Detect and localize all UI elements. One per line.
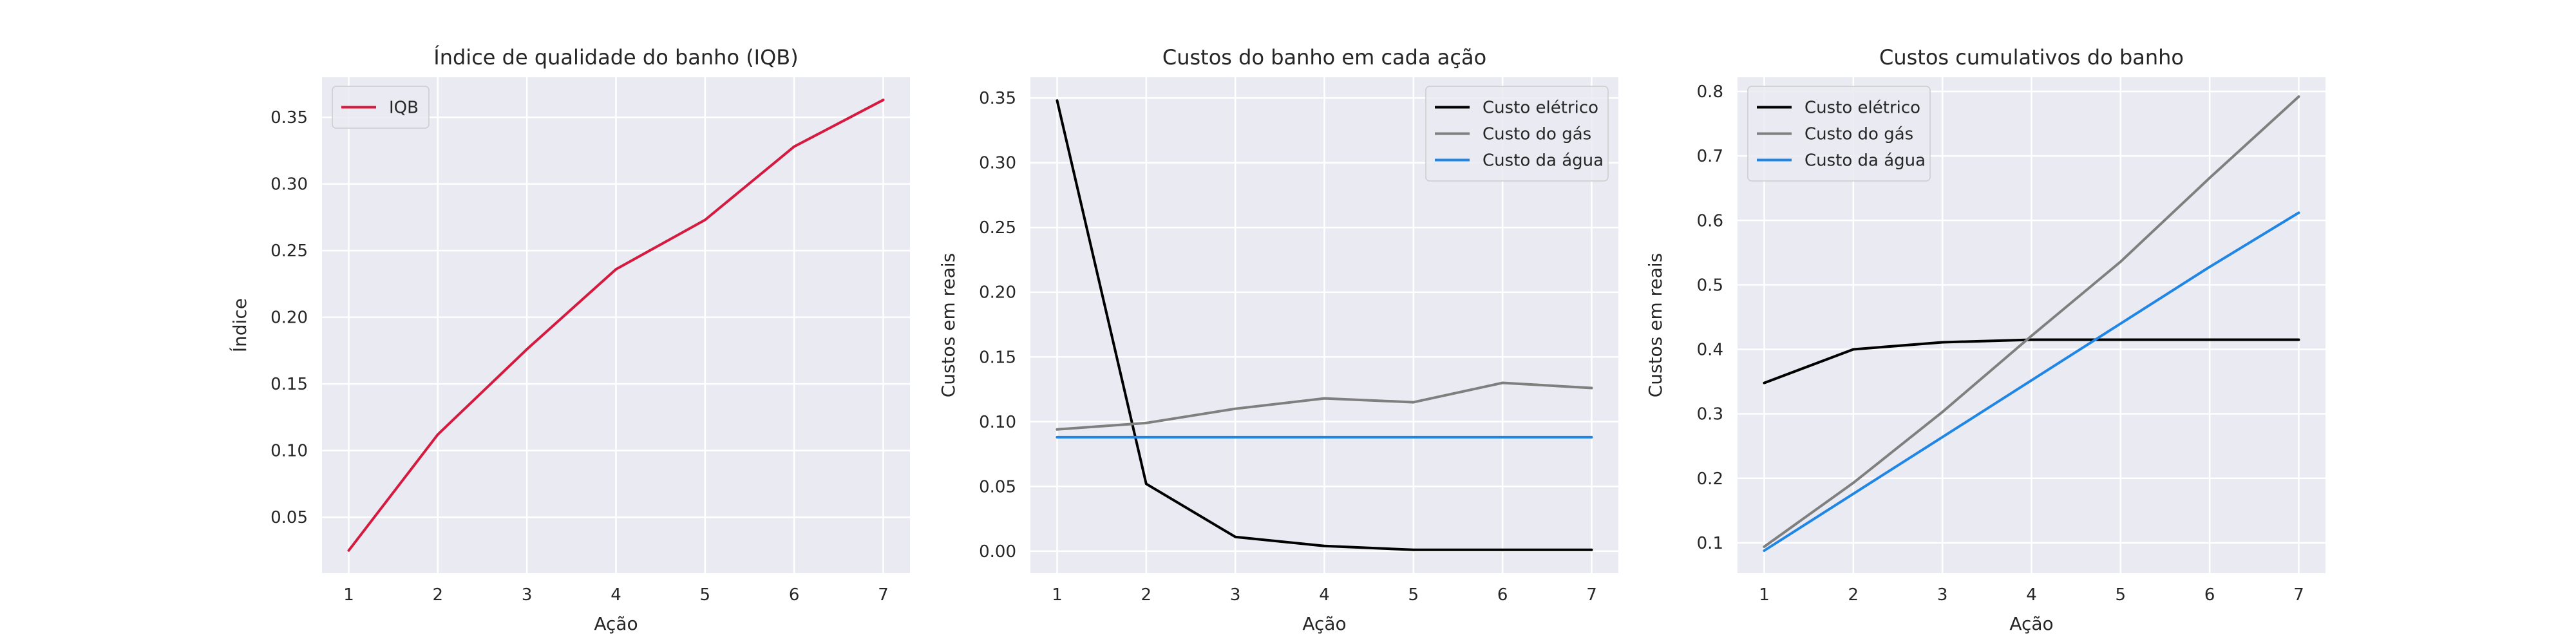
y-tick-label: 0.4	[1697, 341, 1723, 360]
x-tick-label: 7	[878, 585, 889, 605]
y-tick-label: 0.5	[1697, 276, 1723, 295]
x-tick-label: 4	[611, 585, 621, 605]
legend: IQB	[332, 86, 430, 129]
chart-title: Custos do banho em cada ação	[1162, 45, 1486, 70]
series-line	[1763, 211, 2300, 552]
series-line	[1763, 338, 2300, 384]
y-axis-label: Custos em reais	[938, 253, 959, 398]
legend-label: Custo da água	[1482, 151, 1604, 171]
x-tick-label: 6	[2204, 585, 2215, 605]
y-tick-label: 0.10	[979, 413, 1016, 432]
x-tick-label: 5	[2116, 585, 2126, 605]
chart-2: 1 2 3 4 5 6 7 0.00 0.05 0.10 0.15 0.20 0.25 0.30 0.35 C…	[938, 45, 1618, 634]
y-tick-label: 0.25	[979, 218, 1016, 238]
y-tick-label: 0.20	[979, 283, 1016, 303]
y-tick-label: 0.00	[979, 542, 1016, 562]
legend-box	[1747, 86, 1931, 182]
chart-1: 1 2 3 4 5 6 7 0.05 0.10 0.15 0.20 0.25 0.30 0.35 Índic…	[229, 45, 910, 634]
legend-label: Custo elétrico	[1804, 99, 1920, 118]
legend-label: IQB	[389, 99, 419, 118]
y-tick-label: 0.10	[270, 442, 308, 461]
y-tick-label: 0.3	[1697, 405, 1723, 424]
x-tick-label: 5	[1408, 585, 1419, 605]
x-tick-label: 7	[2293, 585, 2304, 605]
y-tick-label: 0.25	[270, 242, 308, 261]
x-tick-label: 2	[433, 585, 444, 605]
legend-label: Custo do gás	[1804, 125, 1913, 144]
series-line	[1763, 95, 2300, 548]
legend: Custo elétrico Custo do gás Custo da água	[1425, 86, 1609, 182]
legend-box	[1425, 86, 1609, 182]
legend-box	[332, 86, 430, 129]
y-tick-label: 0.15	[979, 348, 1016, 367]
x-tick-label: 3	[522, 585, 533, 605]
x-axis-label: Ação	[2009, 613, 2053, 634]
x-tick-label: 4	[1319, 585, 1330, 605]
y-tick-label: 0.8	[1697, 82, 1723, 102]
y-tick-label: 0.2	[1697, 469, 1723, 489]
x-tick-label: 7	[1586, 585, 1597, 605]
x-tick-label: 3	[1230, 585, 1241, 605]
y-tick-label: 0.7	[1697, 147, 1723, 166]
x-tick-label: 5	[700, 585, 711, 605]
chart-title: Índice de qualidade do banho (IQB)	[433, 45, 798, 70]
y-tick-label: 0.30	[979, 154, 1016, 173]
y-tick-label: 0.35	[979, 89, 1016, 108]
series-line	[1056, 99, 1593, 551]
x-tick-label: 1	[343, 585, 354, 605]
x-axis-label: Ação	[594, 613, 638, 634]
y-tick-label: 0.05	[979, 477, 1016, 497]
x-tick-label: 4	[2026, 585, 2037, 605]
series-line	[1056, 381, 1593, 431]
x-tick-label: 2	[1848, 585, 1859, 605]
y-axis-label: Índice	[229, 298, 251, 352]
y-axis-label: Custos em reais	[1645, 253, 1666, 398]
x-tick-label: 1	[1759, 585, 1770, 605]
legend-label: Custo do gás	[1482, 125, 1591, 144]
y-tick-label: 0.1	[1697, 534, 1723, 553]
x-axis-label: Ação	[1302, 613, 1346, 634]
series-line	[347, 99, 885, 552]
legend-label: Custo elétrico	[1482, 99, 1598, 118]
charts: 1 2 3 4 5 6 70.050.100.150.200.250.300.35Índic…	[229, 45, 2325, 634]
y-tick-label: 0.30	[270, 175, 308, 194]
chart-title: Custos cumulativos do banho	[1879, 45, 2184, 70]
x-tick-label: 3	[1937, 585, 1948, 605]
x-tick-label: 1	[1052, 585, 1063, 605]
x-tick-label: 6	[1497, 585, 1508, 605]
legend: Custo elétrico Custo do gás Custo da água	[1747, 86, 1931, 182]
y-tick-label: 0.35	[270, 108, 308, 128]
y-tick-label: 0.15	[270, 375, 308, 394]
x-tick-label: 2	[1141, 585, 1152, 605]
y-tick-label: 0.05	[270, 508, 308, 527]
chart-3: 1 2 3 4 5 6 7 0.1 0.2 0.3 0.4 0.5 0.6 0.7 0.8 Custos cu…	[1645, 45, 2325, 634]
legend-label: Custo da água	[1804, 151, 1926, 171]
x-tick-label: 6	[789, 585, 800, 605]
y-tick-label: 0.6	[1697, 211, 1723, 231]
y-tick-label: 0.20	[270, 308, 308, 328]
